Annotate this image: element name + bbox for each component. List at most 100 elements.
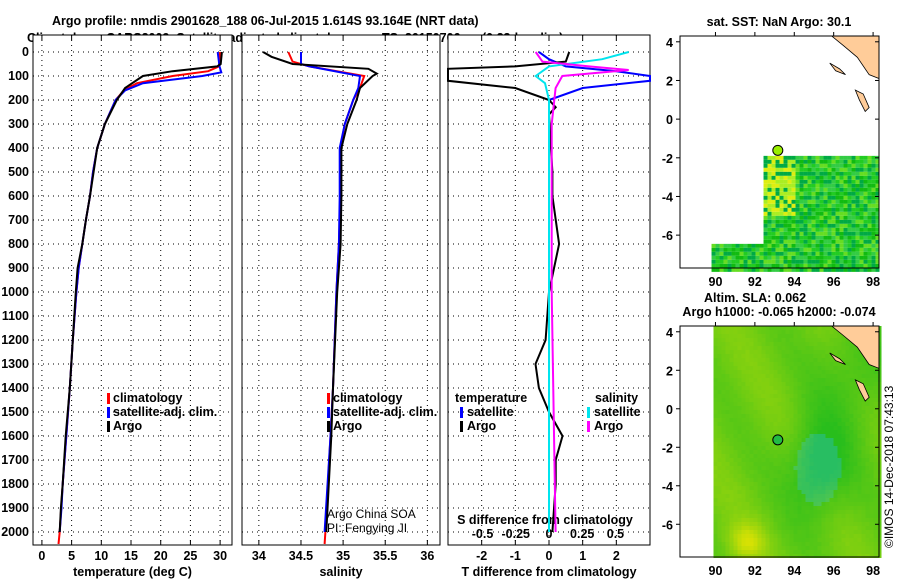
sst-cell [839,191,844,196]
sst-cell [767,215,772,220]
sst-cell [771,171,776,176]
sla-cell [861,514,866,518]
sla-cell [841,426,846,430]
sla-cell [833,422,838,426]
sst-cell [871,251,876,256]
sst-cell [759,247,764,252]
sla-cell [773,414,778,418]
sla-cell [737,382,742,386]
sst-cell [847,219,852,224]
sla-cell [773,534,778,538]
sst-cell [851,171,856,176]
sla-cell [781,506,786,510]
sst-cell [863,267,868,272]
sla-cell [781,494,786,498]
sst-cell [811,259,816,264]
sla-cell [821,522,826,526]
sla-cell [757,390,762,394]
sla-cell [809,554,814,558]
sst-cell [771,239,776,244]
sla-cell [873,478,878,482]
sst-cell [859,163,864,168]
sla-cell [861,478,866,482]
sla-cell [837,382,842,386]
sla-cell [837,462,842,466]
sla-cell [713,478,718,482]
sst-cell [807,163,812,168]
sla-cell [761,390,766,394]
sla-cell [789,498,794,502]
sla-cell [833,386,838,390]
sst-cell [783,219,788,224]
sla-cell [873,498,878,502]
sla-cell [849,386,854,390]
sla-cell [809,474,814,478]
legend-title-temperature: temperature [455,391,527,405]
sst-cell [875,231,880,236]
sla-cell [813,498,818,502]
sla-cell [797,326,802,330]
sst-cell [855,207,860,212]
sst-cell [847,159,852,164]
sst-cell [795,227,800,232]
sla-cell [825,414,830,418]
sla-cell [845,366,850,370]
sla-cell [841,358,846,362]
sla-cell [753,350,758,354]
sla-cell [757,342,762,346]
sla-cell [785,478,790,482]
sla-cell [721,486,726,490]
sla-cell [801,414,806,418]
sla-cell [833,522,838,526]
sla-cell [833,530,838,534]
sla-cell [753,342,758,346]
sst-cell [827,263,832,268]
sst-cell [835,251,840,256]
sst-cell [811,263,816,268]
sst-cell [831,171,836,176]
sla-cell [725,378,730,382]
sla-cell [809,334,814,338]
sla-cell [745,454,750,458]
sst-cell [859,179,864,184]
sst-cell [847,235,852,240]
sla-cell [777,342,782,346]
sla-cell [757,394,762,398]
sla-cell [733,358,738,362]
sla-cell [857,510,862,514]
sla-cell [837,450,842,454]
sla-cell [809,478,814,482]
sla-cell [825,338,830,342]
sla-cell [793,362,798,366]
sst-cell [819,267,824,272]
sst-cell [719,255,724,260]
sla-cell [797,482,802,486]
sla-cell [737,534,742,538]
sla-cell [721,402,726,406]
sla-cell [873,406,878,410]
sla-cell [793,406,798,410]
sst-cell [807,171,812,176]
sla-cell [761,538,766,542]
sla-cell [733,378,738,382]
sla-cell [713,330,718,334]
sst-cell [859,155,864,160]
sla-cell [857,454,862,458]
sla-cell [805,354,810,358]
sla-cell [777,534,782,538]
sst-cell [863,179,868,184]
sla-cell [801,430,806,434]
sla-cell [861,474,866,478]
sla-cell [869,414,874,418]
sla-cell [861,410,866,414]
sla-cell [737,530,742,534]
sla-cell [873,446,878,450]
sla-cell [829,522,834,526]
sla-cell [765,362,770,366]
sst-cell [863,235,868,240]
sla-cell [781,546,786,550]
sla-cell [761,430,766,434]
sla-cell [721,526,726,530]
sla-cell [817,486,822,490]
sla-cell [805,446,810,450]
